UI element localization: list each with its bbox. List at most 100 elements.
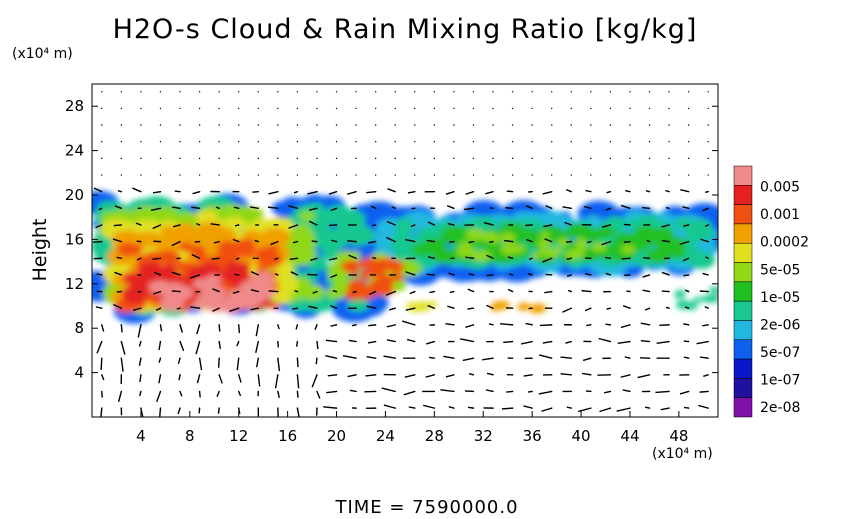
wind-vector <box>683 323 689 326</box>
wind-vector <box>211 257 220 260</box>
grid-dot <box>198 91 201 93</box>
grid-dot <box>159 174 162 176</box>
grid-dot <box>316 174 318 176</box>
grid-dot <box>648 124 651 126</box>
wind-vector <box>192 190 200 195</box>
cloud-cell <box>347 263 359 271</box>
wind-vector <box>410 224 416 228</box>
grid-dot <box>707 141 709 143</box>
wind-vector <box>171 271 181 276</box>
wind-vector <box>155 307 161 311</box>
cloud-cell <box>189 245 207 256</box>
wind-vector <box>679 390 689 395</box>
wind-vector <box>381 387 396 393</box>
grid-dot <box>414 157 416 160</box>
wind-vector <box>347 240 357 243</box>
grid-dot <box>551 174 553 176</box>
y-tick-label: 8 <box>74 319 84 337</box>
grid-dot <box>570 157 572 160</box>
grid-dot <box>374 91 377 93</box>
grid-dot <box>257 91 259 93</box>
wind-vector <box>100 358 103 370</box>
cloud-cell <box>477 251 492 260</box>
cloud-cell <box>565 249 582 260</box>
grid-dot <box>355 174 357 176</box>
wind-vector <box>235 257 239 261</box>
wind-vector <box>342 355 357 359</box>
grid-dot <box>707 124 709 126</box>
grid-dot <box>531 107 533 110</box>
wind-vector <box>365 374 376 377</box>
wind-vector <box>464 390 474 393</box>
wind-vector <box>328 257 337 261</box>
wind-vector <box>564 221 572 226</box>
wind-vector <box>528 257 533 261</box>
wind-vector <box>153 271 161 276</box>
cloud-cell <box>253 274 268 284</box>
grid-dot <box>257 174 259 176</box>
wind-vector <box>665 306 670 309</box>
grid-dot <box>414 107 416 110</box>
wind-vector <box>404 374 415 378</box>
grid-dot <box>355 157 357 160</box>
wind-vector <box>288 224 298 229</box>
wind-vector <box>665 206 670 210</box>
wind-vector <box>468 273 474 276</box>
wind-vector <box>644 307 650 311</box>
cloud-cell <box>537 239 552 248</box>
wind-vector <box>604 390 611 394</box>
wind-vector <box>527 273 533 276</box>
cloud-cell <box>391 232 408 243</box>
grid-dot <box>159 157 162 160</box>
wind-vector <box>584 205 592 209</box>
cloud-cell <box>395 217 413 229</box>
grid-dot <box>707 91 709 93</box>
wind-vector <box>268 190 279 195</box>
cloud-cell <box>673 217 694 230</box>
grid-dot <box>668 174 670 176</box>
grid-dot <box>257 141 259 143</box>
grid-dot <box>551 141 553 143</box>
wind-vector <box>704 190 709 193</box>
cloud-cell <box>650 251 670 264</box>
wind-vector <box>179 391 183 397</box>
colorbar-label: 1e-07 <box>760 373 800 389</box>
grid-dot <box>551 157 553 160</box>
grid-dot <box>629 124 631 126</box>
wind-vector <box>312 290 318 294</box>
wind-vector <box>316 341 319 350</box>
cloud-cell <box>195 210 219 225</box>
grid-dot <box>159 124 162 126</box>
wind-vector <box>506 390 513 393</box>
wind-vector <box>482 357 494 361</box>
wind-vector <box>700 238 709 243</box>
cloud-cell <box>255 266 267 274</box>
wind-vector <box>405 238 415 243</box>
grid-dot <box>492 157 494 160</box>
wind-vector <box>620 374 631 378</box>
wind-vector <box>177 407 181 415</box>
wind-vector <box>408 406 415 409</box>
grid-dot <box>335 174 338 176</box>
wind-vector <box>268 290 278 293</box>
wind-vector <box>523 405 533 409</box>
grid-dot <box>648 107 651 110</box>
wind-vector <box>521 340 533 345</box>
cloud-cell <box>465 228 485 241</box>
cloud-cell <box>500 243 519 255</box>
grid-dot <box>453 124 455 126</box>
wind-vector <box>541 407 552 412</box>
wind-vector <box>310 257 318 261</box>
grid-dot <box>296 91 299 93</box>
wind-vector <box>542 190 552 195</box>
wind-vector <box>217 408 220 414</box>
grid-dot <box>374 157 377 160</box>
wind-vector <box>292 240 298 244</box>
cloud-cell <box>445 225 464 237</box>
wind-vector <box>293 191 298 194</box>
wind-vector <box>655 390 670 394</box>
grid-dot <box>257 157 259 160</box>
grid-dot <box>531 124 533 126</box>
wind-vector <box>229 307 239 313</box>
grid-dot <box>590 124 592 126</box>
